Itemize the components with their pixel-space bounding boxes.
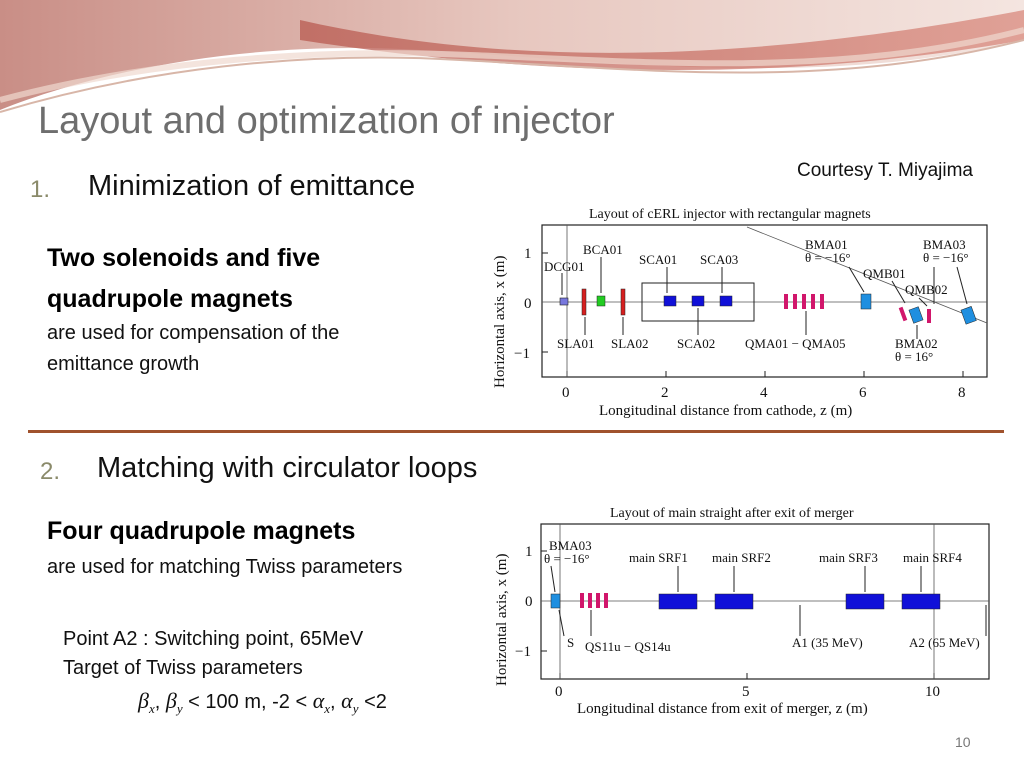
svg-text:θ = −16°: θ = −16°: [544, 551, 590, 566]
svg-text:BMA01: BMA01: [805, 237, 848, 252]
bold-text: quadrupole magnets: [47, 285, 293, 313]
injector-layout-figure: Layout of cERL injector with rectangular…: [487, 205, 995, 423]
svg-text:SCA02: SCA02: [677, 336, 715, 351]
courtesy-note: Courtesy T. Miyajima: [797, 160, 973, 181]
y-tick: 0: [524, 296, 532, 312]
y-axis-label: Horizontal axis, x (m): [492, 256, 508, 388]
svg-text:main SRF2: main SRF2: [712, 550, 771, 565]
svg-text:SCA01: SCA01: [639, 252, 677, 267]
body-text: are used for matching Twiss parameters: [47, 556, 403, 578]
list-number: 2.: [40, 458, 61, 485]
bold-text: Two solenoids and five: [47, 244, 321, 272]
x-tick: 8: [958, 385, 966, 401]
y-tick: −1: [514, 346, 530, 362]
x-tick: 0: [555, 684, 563, 700]
svg-text:BCA01: BCA01: [583, 242, 623, 257]
twiss-condition: βx, βy < 100 m, -2 < αx, αy <2: [138, 688, 387, 716]
svg-text:main SRF1: main SRF1: [629, 550, 688, 565]
y-tick: 1: [525, 544, 533, 560]
figure-title: Layout of cERL injector with rectangular…: [589, 207, 871, 222]
section-heading: Minimization of emittance: [88, 170, 416, 202]
body-text: emittance growth: [47, 353, 200, 375]
section-divider: [28, 430, 1004, 433]
y-tick: −1: [515, 644, 531, 660]
header-banner: [0, 0, 1024, 113]
x-tick: 4: [760, 385, 768, 401]
svg-text:QMA01 − QMA05: QMA01 − QMA05: [745, 336, 846, 351]
svg-text:BMA02: BMA02: [895, 336, 938, 351]
svg-text:θ = −16°: θ = −16°: [923, 250, 969, 265]
svg-text:main SRF3: main SRF3: [819, 550, 878, 565]
body-text: Point A2 : Switching point, 65MeV: [63, 628, 364, 650]
body-text: are used for compensation of the: [47, 322, 340, 344]
x-tick: 0: [562, 385, 570, 401]
svg-text:BMA03: BMA03: [923, 237, 966, 252]
slide-title: Layout and optimization of injector: [38, 100, 615, 142]
list-number: 1.: [30, 176, 51, 203]
x-tick: 5: [742, 684, 750, 700]
main-straight-figure: Layout of main straight after exit of me…: [489, 500, 999, 722]
svg-text:BMA03: BMA03: [549, 538, 592, 553]
y-tick: 0: [525, 594, 533, 610]
figure-title: Layout of main straight after exit of me…: [610, 506, 854, 521]
section-heading: Matching with circulator loops: [97, 452, 478, 484]
svg-text:θ = −16°: θ = −16°: [805, 250, 851, 265]
x-axis-label: Longitudinal distance from cathode, z (m…: [599, 403, 852, 419]
svg-text:QMB02: QMB02: [905, 282, 948, 297]
svg-text:A1 (35 MeV): A1 (35 MeV): [792, 635, 863, 650]
svg-text:main SRF4: main SRF4: [903, 550, 962, 565]
svg-text:S: S: [567, 635, 574, 650]
y-tick: 1: [524, 246, 532, 262]
y-axis-label: Horizontal axis, x (m): [494, 554, 510, 686]
svg-text:θ = 16°: θ = 16°: [895, 349, 933, 364]
x-tick: 6: [859, 385, 867, 401]
svg-text:SLA01: SLA01: [557, 336, 595, 351]
svg-text:SCA03: SCA03: [700, 252, 738, 267]
bold-text: Four quadrupole magnets: [47, 517, 356, 545]
x-tick: 2: [661, 385, 669, 401]
svg-text:DCG01: DCG01: [544, 259, 584, 274]
body-text: Target of Twiss parameters: [63, 657, 303, 679]
svg-text:QS11u − QS14u: QS11u − QS14u: [585, 639, 671, 654]
page-number: 10: [955, 734, 971, 750]
svg-text:A2 (65 MeV): A2 (65 MeV): [909, 635, 980, 650]
svg-text:SLA02: SLA02: [611, 336, 649, 351]
x-axis-label: Longitudinal distance from exit of merge…: [577, 701, 868, 717]
x-tick: 10: [925, 684, 940, 700]
plot-frame: [540, 523, 990, 680]
svg-text:QMB01: QMB01: [863, 266, 906, 281]
